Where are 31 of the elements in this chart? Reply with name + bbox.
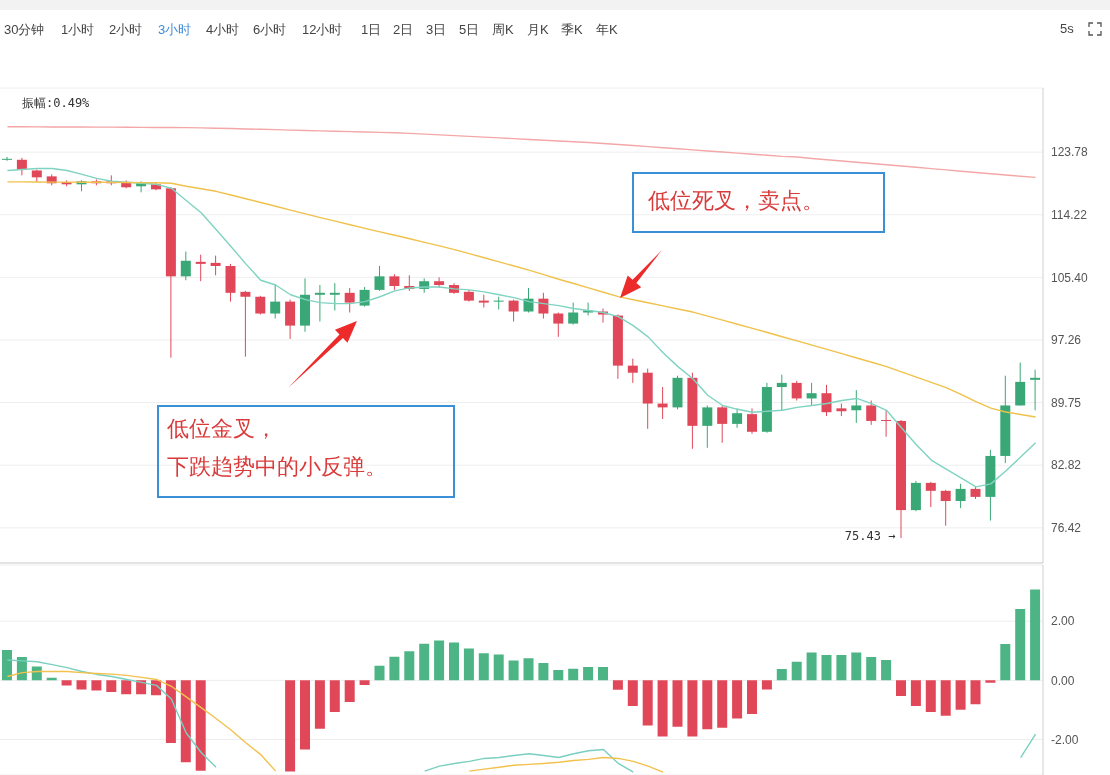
annotation: 下跌趋势中的小反弹。 — [167, 453, 387, 481]
y-tick-label: 123.78 — [1051, 145, 1089, 160]
text: 4小时 — [206, 21, 240, 39]
annotation: 低位金叉， — [167, 415, 277, 443]
annotation: 75.43 → — [843, 529, 896, 544]
y-tick-label: 76.42 — [1051, 521, 1082, 536]
y-tick-label: 114.22 — [1051, 208, 1088, 223]
text: 1小时 — [61, 21, 95, 39]
y-tick-label: -2.00 — [1051, 732, 1079, 747]
y-tick-label: 0.00 — [1051, 673, 1075, 688]
y-tick-label: 97.26 — [1051, 333, 1082, 348]
text: 2小时 — [109, 21, 143, 39]
annotation: 低位死叉，卖点。 — [648, 187, 824, 215]
text: 3日 — [426, 21, 447, 39]
text: 12小时 — [302, 21, 343, 39]
y-tick-label: 89.75 — [1051, 395, 1082, 410]
annotation: 振幅:0.49% — [22, 95, 90, 112]
text: 月K — [527, 21, 549, 39]
text: 1日 — [361, 21, 382, 39]
y-tick-label: 82.82 — [1051, 458, 1082, 473]
text: 5日 — [459, 21, 480, 39]
text: 6小时 — [253, 21, 287, 39]
text: 季K — [561, 21, 583, 39]
y-tick-label: 105.40 — [1051, 270, 1089, 285]
text: 周K — [492, 21, 514, 39]
text: 3小时 — [158, 21, 192, 39]
text: 30分钟 — [4, 21, 45, 39]
text: 2日 — [393, 21, 414, 39]
y-tick-label: 2.00 — [1051, 614, 1075, 629]
text: 年K — [596, 21, 618, 39]
text: 5s — [1060, 21, 1074, 36]
